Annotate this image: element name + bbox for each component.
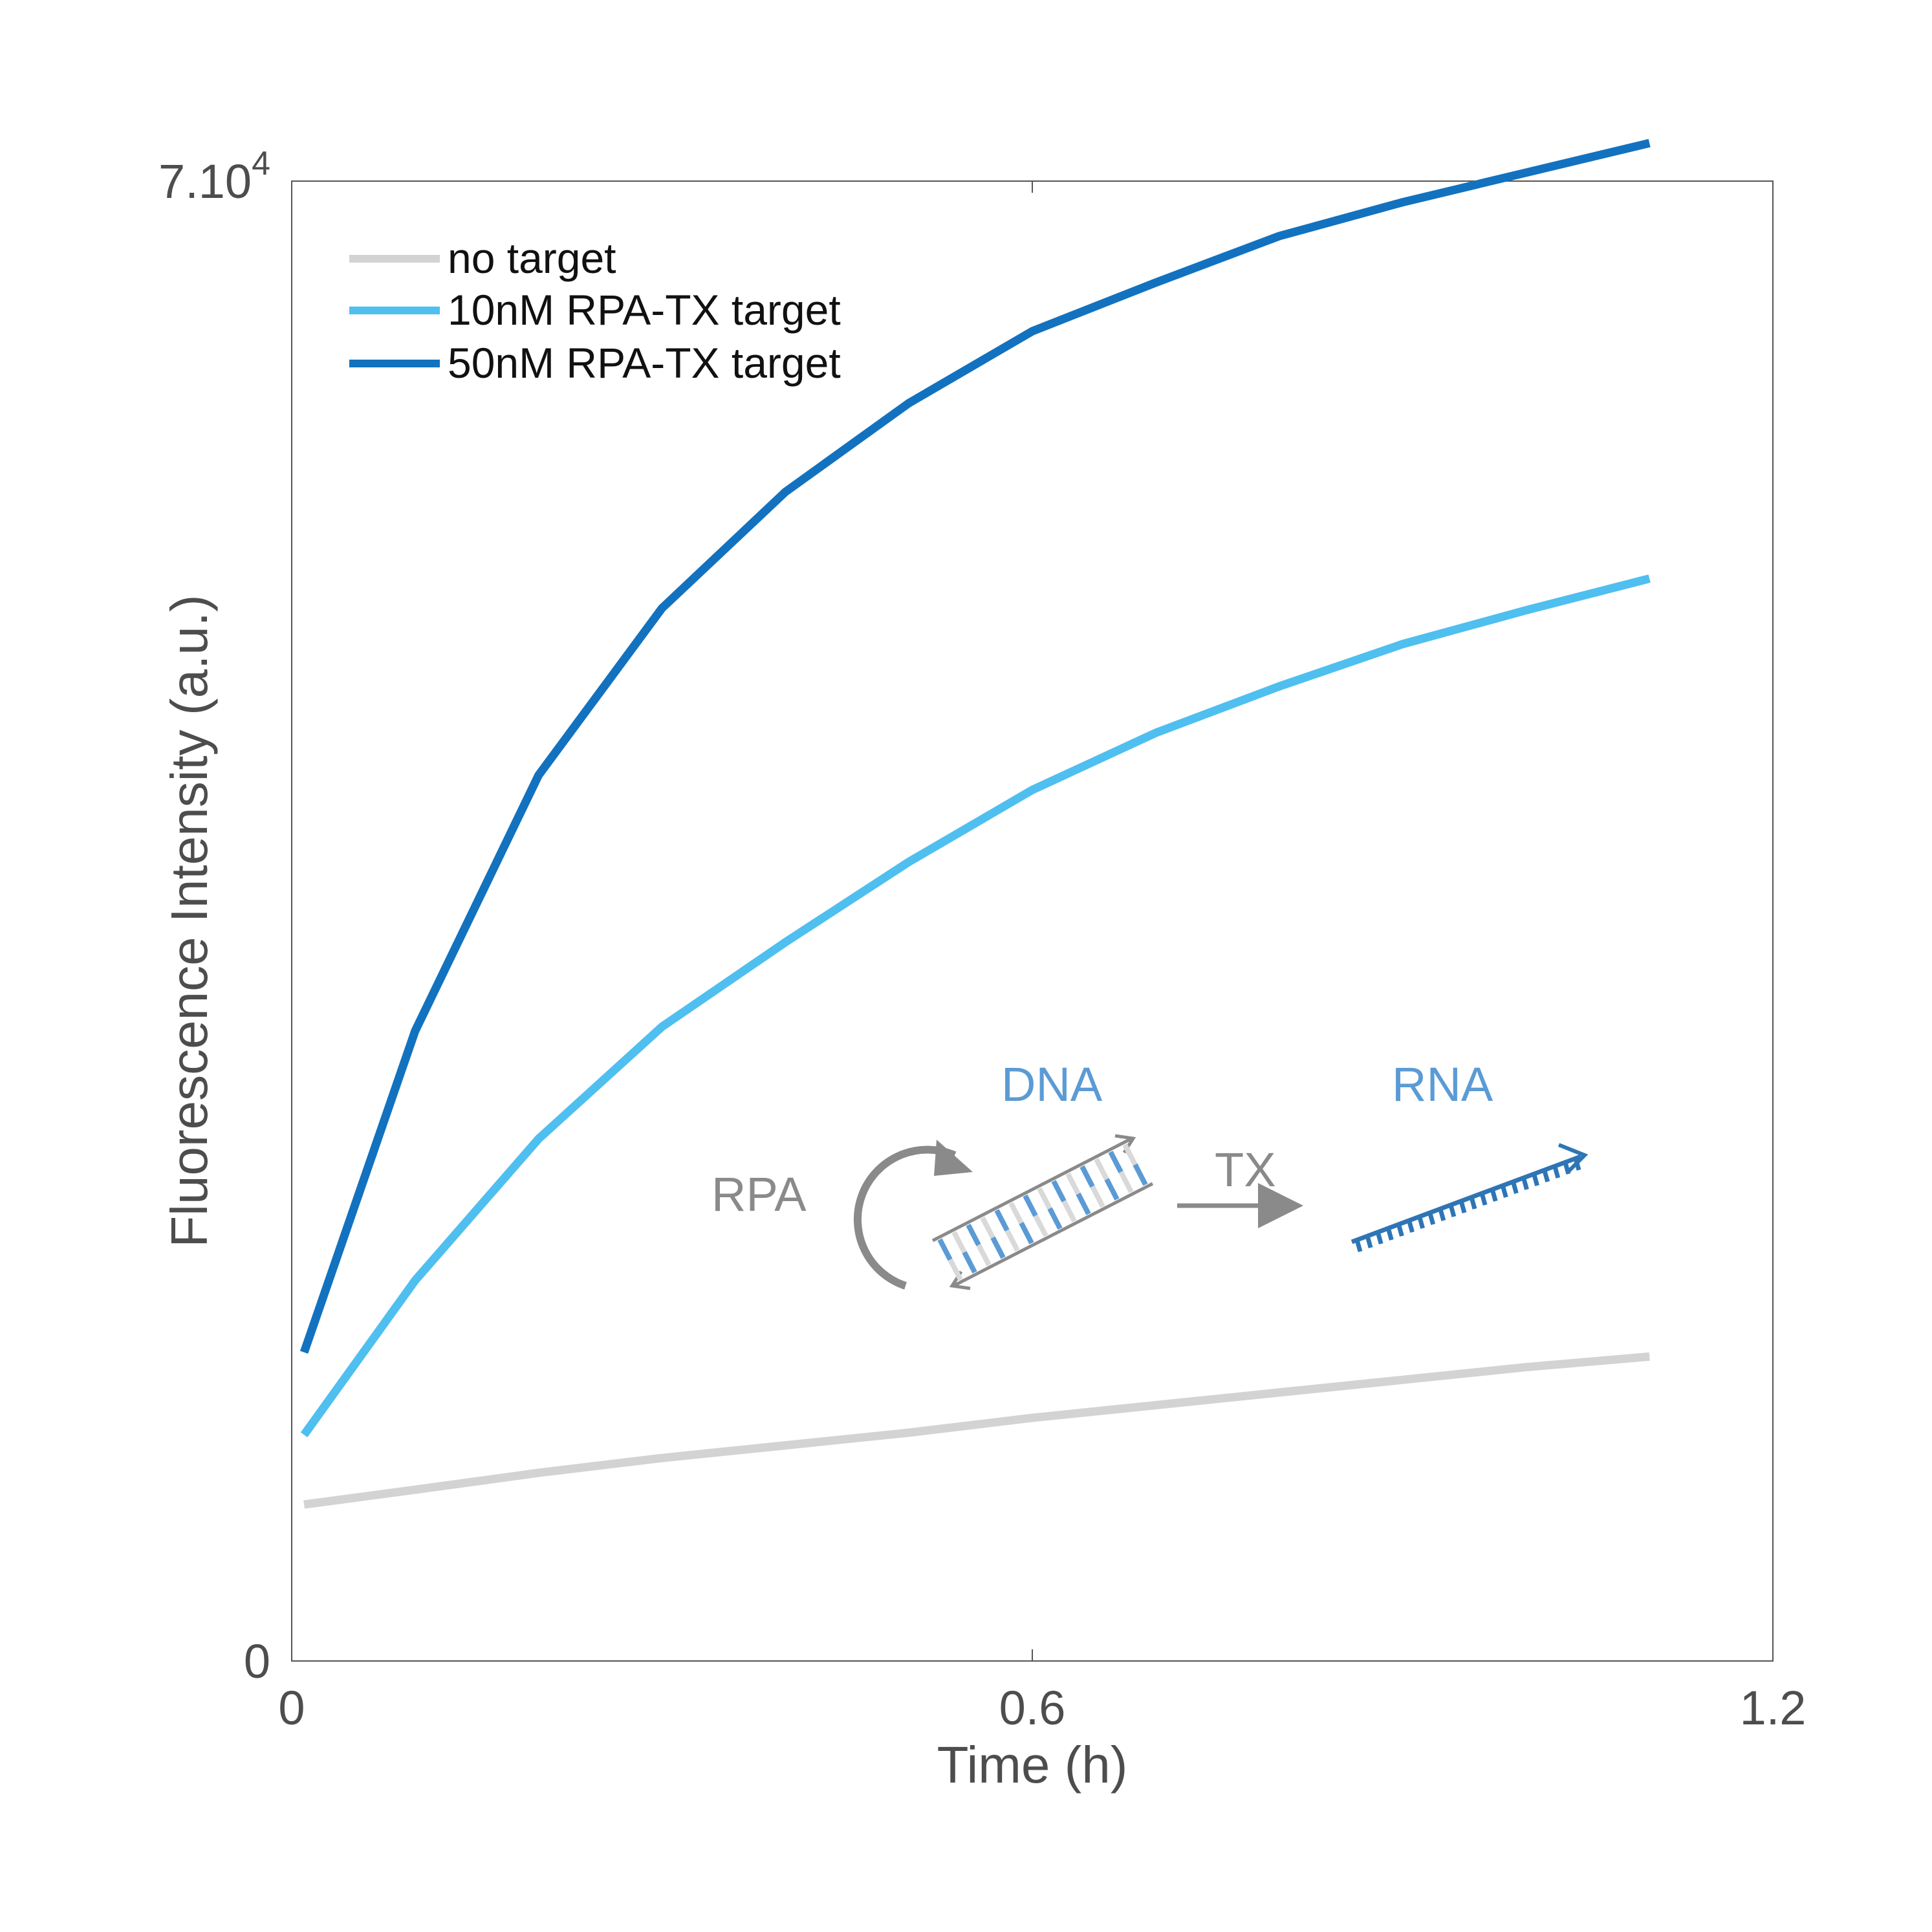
y-tick-label-max-base: 7.10 [158,155,252,208]
y-tick-label-max: 7.104 [158,145,270,208]
legend: no target 10nM RPA-TX target 50nM RPA-TX… [349,234,841,387]
rna-base [1500,1185,1508,1198]
rna-base [1427,1212,1436,1225]
rpa-cycle-arrowhead [934,1140,973,1176]
y-tick-label-max-exp: 4 [252,145,270,182]
series-no-target-line [303,1352,1650,1509]
rna-base [1396,1224,1404,1237]
diagram-label-rna: RNA [1392,1058,1493,1111]
series-10nm-line [300,574,1651,1438]
dna-rung [966,1223,981,1246]
rpa-cycle-arrow [853,1145,957,1290]
dna-rung [1118,1171,1134,1193]
rna-base [1407,1220,1415,1233]
dna-rung [1033,1214,1048,1237]
dna-rung [962,1251,977,1274]
rna-base [1563,1162,1571,1175]
x-tick-label-1-2: 1.2 [1740,1681,1807,1735]
dna-rung [1080,1165,1095,1188]
rna-base [1511,1181,1519,1194]
dna-rung [1008,1202,1024,1224]
dna-rung [937,1238,953,1261]
dna-rung [1019,1222,1034,1244]
rna-base [1448,1204,1457,1217]
dna-rung [980,1216,995,1239]
rna-base [1459,1200,1467,1213]
diagram-label-tx: TX [1215,1143,1276,1197]
rna-base [1375,1232,1384,1244]
rna-strand-icon [1351,1143,1589,1252]
dna-rung [990,1236,1006,1259]
dna-rung [976,1243,992,1266]
dna-rung [1133,1163,1148,1186]
dna-rung [1061,1200,1077,1222]
dna-rung [1122,1143,1138,1166]
rna-base [1521,1177,1529,1190]
dna-rung [1076,1192,1091,1215]
x-tick-label-0-6: 0.6 [999,1681,1066,1735]
dna-rung [1065,1172,1081,1195]
dna-rung [948,1258,963,1281]
dna-duplex-icon [931,1134,1154,1290]
dna-rung [951,1231,967,1254]
rna-base [1385,1228,1394,1241]
rna-base [1573,1158,1581,1171]
dna-rung [1004,1229,1020,1252]
rna-base [1438,1208,1446,1221]
dna-rung [1037,1187,1052,1210]
legend-label-50nm: 50nM RPA-TX target [448,339,841,387]
x-tick-label-0: 0 [278,1681,305,1735]
legend-label-10nm: 10nM RPA-TX target [448,286,841,334]
series-layer [299,138,1651,1509]
rna-base [1490,1189,1498,1202]
inset-diagram: RPA DNA TX RNA [711,1058,1589,1290]
y-tick-label-0: 0 [244,1634,270,1688]
rna-base [1365,1235,1373,1248]
rna-base [1532,1173,1539,1186]
dna-rung [1047,1207,1063,1230]
legend-label-no-target: no target [448,234,616,282]
rna-base [1552,1166,1561,1178]
dna-rung [1094,1158,1109,1181]
dna-rung [1104,1178,1120,1201]
series-50nm-line [299,138,1651,1354]
rna-base [1354,1239,1363,1252]
rna-base [1417,1216,1425,1229]
dna-rung [1051,1180,1067,1202]
dna-rung [1108,1151,1123,1173]
y-axis-title: Fluorescence Intensity (a.u.) [160,594,218,1247]
rna-base [1479,1193,1488,1206]
rna-base [1469,1197,1477,1210]
dna-rung [1023,1194,1038,1217]
x-axis-title: Time (h) [937,1736,1128,1794]
diagram-label-rpa: RPA [711,1167,807,1221]
dna-rung [1090,1185,1105,1208]
rna-base [1542,1169,1550,1182]
diagram-label-dna: DNA [1001,1058,1103,1111]
dna-rung [994,1209,1010,1232]
